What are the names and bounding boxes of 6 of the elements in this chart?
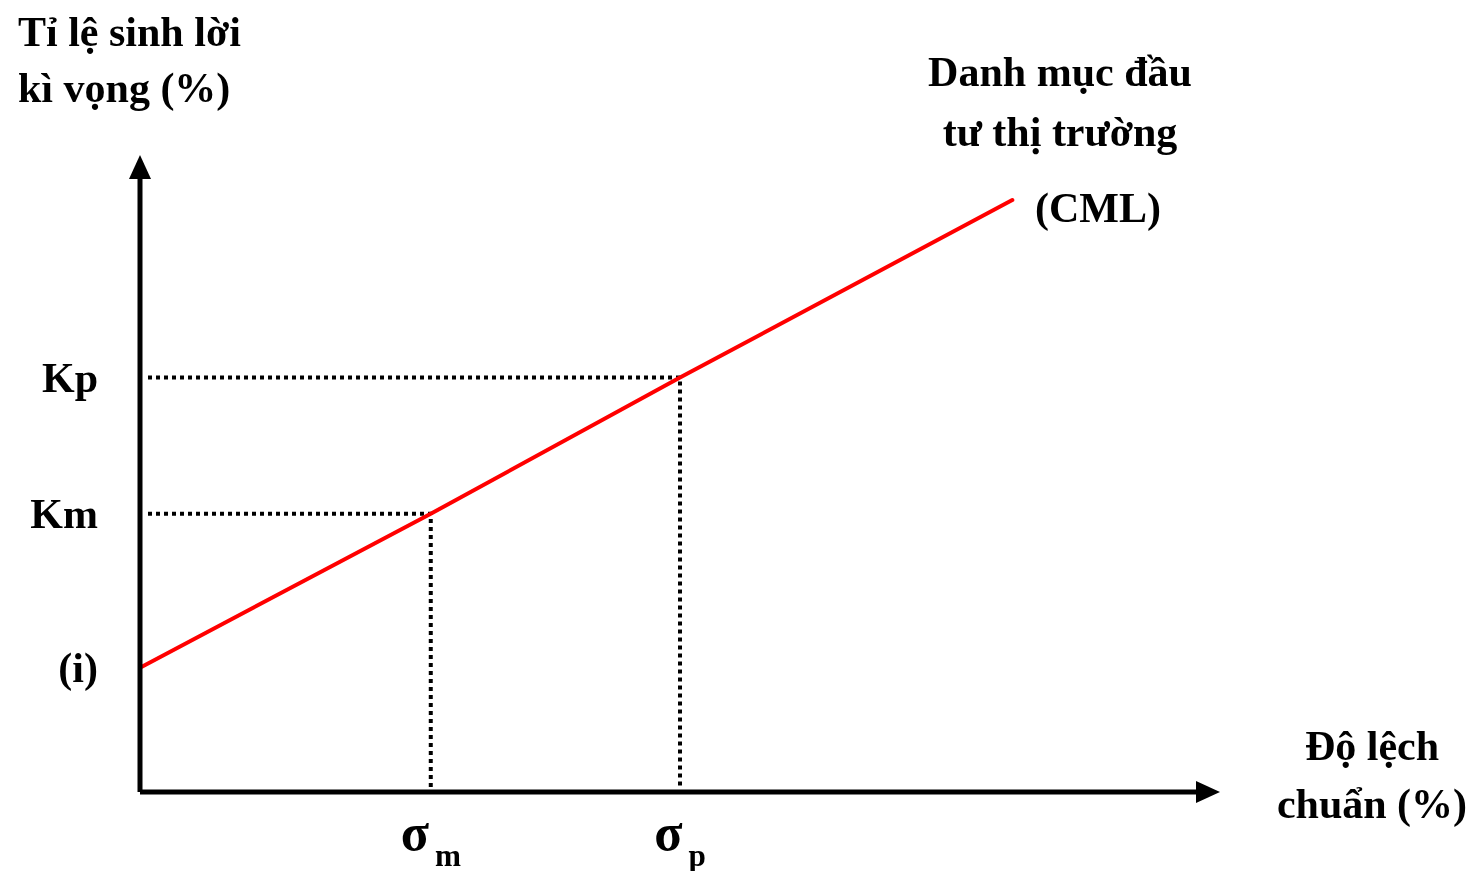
- x-axis-title: Độ lệch chuẩn (%): [1276, 723, 1468, 828]
- series-label: Danh mục đầu tư thị trường (CML): [928, 49, 1192, 232]
- text: Km: [30, 490, 99, 537]
- y-axis-title: Tỉ lệ sinh lời kì vọng (%): [18, 9, 242, 112]
- text: Kp: [41, 354, 98, 401]
- text: (i): [58, 644, 99, 692]
